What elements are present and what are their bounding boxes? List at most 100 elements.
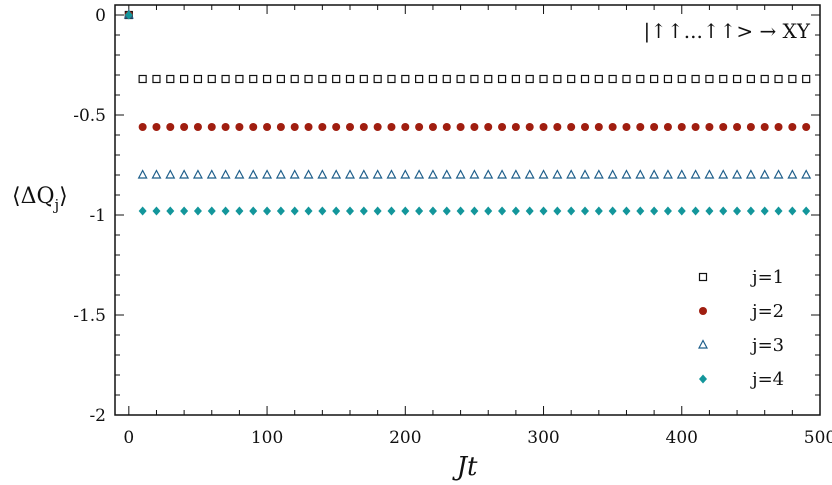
data-point xyxy=(745,169,756,179)
data-point xyxy=(427,169,438,179)
data-point xyxy=(235,74,244,84)
data-point xyxy=(442,123,451,131)
data-point xyxy=(192,169,203,179)
data-point xyxy=(705,74,714,84)
data-point xyxy=(318,206,327,216)
data-point xyxy=(249,206,258,216)
data-point xyxy=(525,74,534,84)
data-point xyxy=(650,123,659,131)
data-point xyxy=(802,206,811,216)
data-point xyxy=(137,169,148,179)
data-point xyxy=(263,123,272,131)
data-point xyxy=(636,206,645,216)
data-point xyxy=(636,74,645,84)
data-point xyxy=(719,74,728,84)
data-point xyxy=(332,206,341,216)
data-point xyxy=(650,206,659,216)
legend-label: j=2 xyxy=(750,301,784,322)
data-point xyxy=(235,206,244,216)
data-point xyxy=(401,206,410,216)
data-point xyxy=(498,123,507,131)
data-point xyxy=(138,123,147,131)
data-point xyxy=(622,123,631,131)
y-tick-label: 0 xyxy=(95,6,106,26)
data-point xyxy=(180,206,189,216)
data-point xyxy=(317,169,328,179)
data-point xyxy=(608,74,617,84)
data-point xyxy=(428,123,437,131)
data-point xyxy=(345,74,355,84)
data-point xyxy=(567,123,576,131)
data-point xyxy=(746,206,755,216)
data-point xyxy=(414,169,425,179)
data-point xyxy=(166,206,175,216)
data-point xyxy=(677,206,686,216)
data-point xyxy=(220,169,231,179)
data-point xyxy=(193,206,202,216)
data-point xyxy=(705,206,714,216)
data-point xyxy=(718,169,729,179)
data-point xyxy=(318,123,327,131)
data-point xyxy=(249,123,258,131)
data-point xyxy=(415,123,424,131)
y-axis-title-main: ⟨ΔQ xyxy=(12,184,55,209)
data-point xyxy=(441,169,452,179)
data-points xyxy=(123,9,812,216)
y-tick-label: -2 xyxy=(89,406,106,426)
data-point xyxy=(359,206,368,216)
data-point xyxy=(719,206,728,216)
data-point xyxy=(484,123,493,131)
data-point xyxy=(553,206,562,216)
data-point xyxy=(469,169,480,179)
x-tick-label: 500 xyxy=(804,428,832,448)
data-point xyxy=(442,206,451,216)
data-point xyxy=(290,206,299,216)
data-point xyxy=(663,206,672,216)
data-point xyxy=(180,123,189,131)
data-point xyxy=(235,123,244,131)
data-point xyxy=(346,206,354,216)
data-point xyxy=(262,169,273,179)
data-point xyxy=(138,206,147,216)
data-point xyxy=(593,169,604,179)
data-point xyxy=(456,74,465,84)
data-point xyxy=(249,74,258,84)
data-point xyxy=(566,169,577,179)
data-point xyxy=(207,206,216,216)
data-point xyxy=(691,123,700,131)
data-point xyxy=(372,169,383,179)
data-point xyxy=(663,123,672,131)
data-point xyxy=(567,206,576,216)
data-point xyxy=(373,74,382,84)
data-point xyxy=(773,169,784,179)
data-point xyxy=(166,74,175,84)
data-point xyxy=(511,206,520,216)
data-point xyxy=(415,206,424,216)
data-point xyxy=(442,74,451,84)
x-tick-label: 100 xyxy=(251,428,283,448)
data-point xyxy=(774,74,783,84)
data-point xyxy=(290,74,299,84)
data-point xyxy=(788,123,797,131)
data-point xyxy=(332,74,341,84)
data-point xyxy=(539,123,548,131)
data-point xyxy=(221,123,230,131)
data-point xyxy=(525,123,534,131)
data-point xyxy=(166,123,175,131)
data-point xyxy=(276,123,285,131)
data-point xyxy=(539,74,548,84)
data-point xyxy=(428,206,437,216)
data-point xyxy=(484,74,493,84)
legend: j=1 j=2 j=3 j=4 xyxy=(698,267,784,390)
data-point xyxy=(608,206,617,216)
data-point xyxy=(470,74,479,84)
data-point xyxy=(677,74,686,84)
data-point xyxy=(608,123,617,131)
data-point xyxy=(802,74,811,84)
data-point xyxy=(470,206,479,216)
data-point xyxy=(691,74,700,84)
data-point xyxy=(788,74,797,84)
data-point xyxy=(207,74,216,84)
data-point xyxy=(580,74,590,84)
data-point xyxy=(263,206,272,216)
